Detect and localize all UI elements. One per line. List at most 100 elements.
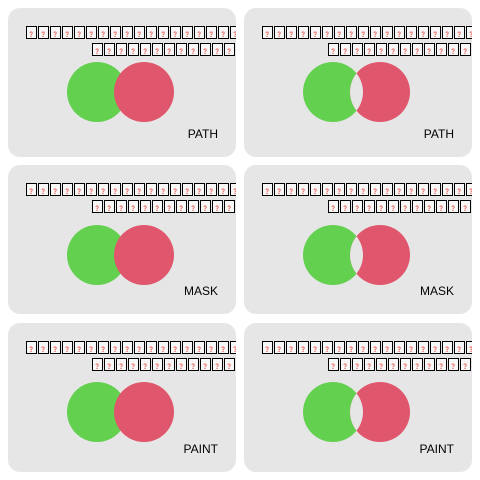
missing-glyph-icon: ❓ [92, 43, 103, 56]
missing-glyph-icon: ❓ [194, 26, 205, 39]
missing-glyph-icon: ❓ [382, 183, 393, 196]
missing-glyph-icon: ❓ [92, 200, 103, 213]
mode-label: PAINT [183, 442, 218, 456]
missing-glyph-icon: ❓ [346, 183, 357, 196]
red-circle-icon [114, 225, 174, 285]
missing-glyph-icon: ❓ [176, 200, 187, 213]
missing-glyph-icon: ❓ [230, 183, 236, 196]
missing-glyph-icon: ❓ [346, 341, 357, 354]
green-circle-icon [67, 225, 127, 285]
missing-glyph-icon: ❓ [206, 26, 217, 39]
missing-glyph-icon: ❓ [328, 43, 339, 56]
missing-glyph-icon: ❓ [134, 183, 145, 196]
missing-glyph-icon: ❓ [400, 200, 411, 213]
missing-glyph-icon: ❓ [454, 341, 465, 354]
missing-glyph-icon: ❓ [158, 341, 169, 354]
tile-path-cutout: ❓❓❓❓❓❓❓❓❓❓❓❓❓❓❓❓❓❓❓❓ ❓❓❓❓❓❓❓❓❓❓❓❓❓❓ PATH [244, 8, 472, 157]
missing-glyph-icon: ❓ [98, 26, 109, 39]
venn-diagram-icon [67, 225, 174, 285]
missing-glyph-icon: ❓ [188, 200, 199, 213]
missing-glyph-icon: ❓ [466, 341, 472, 354]
missing-glyph-icon: ❓ [382, 26, 393, 39]
missing-glyph-icon: ❓ [466, 183, 472, 196]
missing-glyph-icon: ❓ [110, 341, 121, 354]
missing-glyph-icon: ❓ [206, 183, 217, 196]
venn-diagram-icon [303, 382, 410, 442]
missing-glyph-icon: ❓ [110, 183, 121, 196]
missing-glyph-icon: ❓ [262, 183, 273, 196]
missing-glyph-icon: ❓ [38, 26, 49, 39]
missing-glyph-icon: ❓ [460, 358, 471, 371]
missing-glyph-icon: ❓ [418, 341, 429, 354]
missing-glyph-icon: ❓ [388, 200, 399, 213]
missing-glyph-icon: ❓ [448, 43, 459, 56]
missing-glyph-icon: ❓ [370, 26, 381, 39]
missing-glyph-icon: ❓ [164, 200, 175, 213]
missing-glyph-icon: ❓ [134, 341, 145, 354]
missing-glyph-icon: ❓ [352, 43, 363, 56]
missing-glyph-icon: ❓ [182, 26, 193, 39]
missing-glyph-icon: ❓ [274, 26, 285, 39]
missing-glyph-icon: ❓ [436, 358, 447, 371]
missing-glyph-icon: ❓ [358, 183, 369, 196]
missing-glyph-icon: ❓ [466, 26, 472, 39]
missing-glyph-icon: ❓ [182, 183, 193, 196]
missing-glyph-icon: ❓ [224, 43, 235, 56]
tile-title-line-2: ❓❓❓❓❓❓❓❓❓❓❓❓❓❓ [328, 200, 472, 213]
missing-glyph-icon: ❓ [182, 341, 193, 354]
red-circle-icon [114, 382, 174, 442]
missing-glyph-icon: ❓ [104, 200, 115, 213]
missing-glyph-icon: ❓ [436, 43, 447, 56]
missing-glyph-icon: ❓ [92, 358, 103, 371]
missing-glyph-icon: ❓ [394, 26, 405, 39]
mode-label: PAINT [419, 442, 454, 456]
missing-glyph-icon: ❓ [376, 43, 387, 56]
mode-label: PATH [423, 127, 454, 141]
missing-glyph-icon: ❓ [340, 358, 351, 371]
missing-glyph-icon: ❓ [310, 341, 321, 354]
tile-mask-cutout: ❓❓❓❓❓❓❓❓❓❓❓❓❓❓❓❓❓❓❓❓ ❓❓❓❓❓❓❓❓❓❓❓❓❓❓ MASK [244, 165, 472, 314]
red-circle-icon [114, 62, 174, 122]
tile-title-line-1: ❓❓❓❓❓❓❓❓❓❓❓❓❓❓❓❓❓❓❓❓ [262, 183, 472, 196]
venn-diagram-icon [67, 62, 174, 122]
missing-glyph-icon: ❓ [412, 200, 423, 213]
missing-glyph-icon: ❓ [74, 26, 85, 39]
missing-glyph-icon: ❓ [164, 358, 175, 371]
missing-glyph-icon: ❓ [86, 183, 97, 196]
missing-glyph-icon: ❓ [298, 341, 309, 354]
missing-glyph-icon: ❓ [454, 183, 465, 196]
tile-title-line-2: ❓❓❓❓❓❓❓❓❓❓❓❓❓❓ [92, 200, 236, 213]
venn-diagram-icon [67, 382, 174, 442]
missing-glyph-icon: ❓ [170, 341, 181, 354]
missing-glyph-icon: ❓ [170, 183, 181, 196]
missing-glyph-icon: ❓ [98, 183, 109, 196]
missing-glyph-icon: ❓ [328, 200, 339, 213]
missing-glyph-icon: ❓ [122, 26, 133, 39]
missing-glyph-icon: ❓ [322, 341, 333, 354]
tile-title-line-2: ❓❓❓❓❓❓❓❓❓❓❓❓❓❓ [328, 43, 472, 56]
missing-glyph-icon: ❓ [224, 358, 235, 371]
missing-glyph-icon: ❓ [370, 183, 381, 196]
missing-glyph-icon: ❓ [62, 341, 73, 354]
missing-glyph-icon: ❓ [200, 200, 211, 213]
red-circle-icon [350, 382, 410, 442]
green-circle-icon [303, 382, 363, 442]
missing-glyph-icon: ❓ [74, 183, 85, 196]
missing-glyph-icon: ❓ [352, 358, 363, 371]
missing-glyph-icon: ❓ [424, 200, 435, 213]
tile-title-line-1: ❓❓❓❓❓❓❓❓❓❓❓❓❓❓❓❓❓❓❓❓ [262, 341, 472, 354]
missing-glyph-icon: ❓ [460, 200, 471, 213]
missing-glyph-icon: ❓ [218, 183, 229, 196]
missing-glyph-icon: ❓ [418, 26, 429, 39]
missing-glyph-icon: ❓ [460, 43, 471, 56]
missing-glyph-icon: ❓ [448, 200, 459, 213]
missing-glyph-icon: ❓ [286, 26, 297, 39]
missing-glyph-icon: ❓ [262, 26, 273, 39]
missing-glyph-icon: ❓ [274, 341, 285, 354]
missing-glyph-icon: ❓ [200, 358, 211, 371]
missing-glyph-icon: ❓ [218, 341, 229, 354]
missing-glyph-icon: ❓ [274, 183, 285, 196]
missing-glyph-icon: ❓ [454, 26, 465, 39]
missing-glyph-icon: ❓ [200, 43, 211, 56]
missing-glyph-icon: ❓ [262, 341, 273, 354]
